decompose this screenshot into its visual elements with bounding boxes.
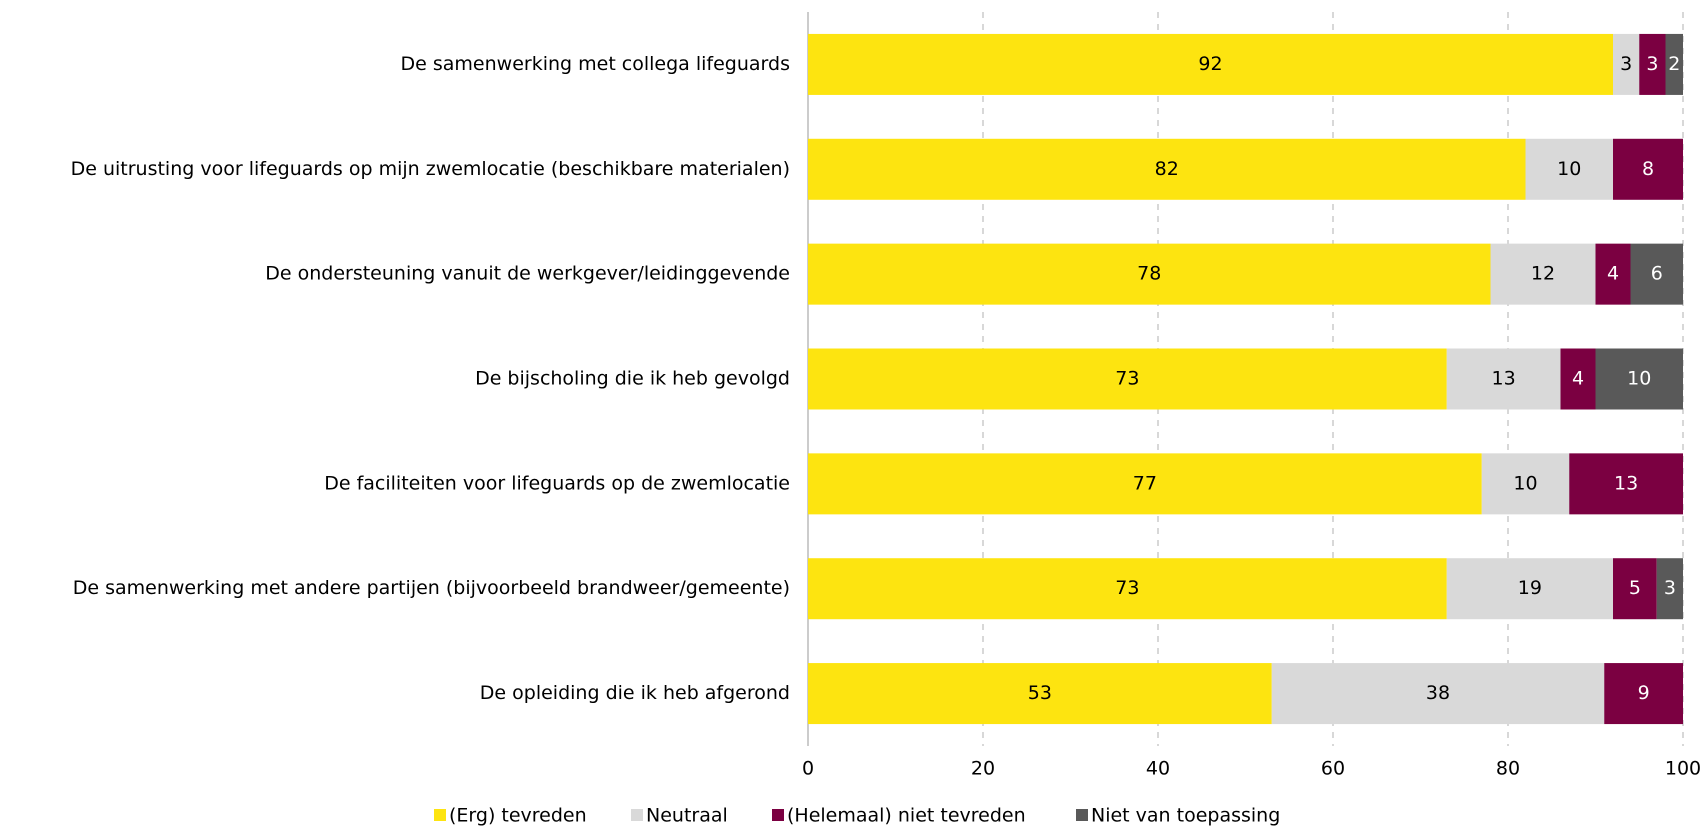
legend-label: (Helemaal) niet tevreden [787,805,1026,827]
legend-label: (Erg) tevreden [449,805,587,827]
bar-segment [1604,663,1683,725]
bar-segment [1613,558,1657,620]
data-label: 73 [1115,368,1139,390]
bar-segment [808,348,1447,410]
data-label: 53 [1028,682,1052,704]
x-tick-label: 80 [1496,758,1520,780]
legend-label: Neutraal [646,805,728,827]
data-label: 4 [1572,368,1584,390]
data-label: 10 [1557,158,1581,180]
data-label: 78 [1137,263,1161,285]
y-tick-label: De opleiding die ik heb afgerond [480,682,790,704]
bar-segment [1613,33,1640,95]
legend-label: Niet van toepassing [1091,805,1280,827]
data-label: 12 [1531,263,1555,285]
data-label: 3 [1620,53,1632,75]
legend-swatch [1076,809,1088,821]
data-label: 8 [1642,158,1654,180]
y-tick-label: De faciliteiten voor lifeguards op de zw… [324,472,790,494]
y-tick-label: De samenwerking met collega lifeguards [401,53,790,75]
legend-swatch [772,809,784,821]
data-label: 38 [1426,682,1450,704]
bar-segment [1595,348,1683,410]
data-label: 92 [1198,53,1222,75]
data-label: 82 [1155,158,1179,180]
bar-segment [1446,348,1561,410]
bar-segment [808,558,1447,620]
data-label: 19 [1518,577,1542,599]
data-label: 77 [1133,472,1157,494]
bar-segment [808,138,1526,200]
bar-segment [1271,663,1605,725]
legend-swatch [631,809,643,821]
legend-swatch [434,809,446,821]
x-tick-label: 60 [1321,758,1345,780]
bar-segment [808,663,1272,725]
bar-segment [808,243,1491,305]
bar-segment [1560,348,1596,410]
bar-segment [1630,243,1683,305]
y-tick-label: De bijscholing die ik heb gevolgd [475,368,790,390]
data-label: 10 [1513,472,1537,494]
x-tick-label: 20 [971,758,995,780]
bar-segment [1595,243,1631,305]
y-tick-label: De ondersteuning vanuit de werkgever/lei… [265,263,790,285]
data-label: 13 [1614,472,1638,494]
bar-segment [1639,33,1666,95]
bar-segment [1490,243,1596,305]
data-label: 6 [1651,263,1663,285]
data-label: 2 [1668,53,1680,75]
bar-segment [1613,138,1683,200]
y-tick-label: De samenwerking met andere partijen (bij… [73,577,790,599]
bar-segment [808,33,1613,95]
data-label: 3 [1646,53,1658,75]
x-tick-label: 100 [1665,758,1701,780]
bar-segment [1446,558,1613,620]
data-label: 73 [1115,577,1139,599]
data-label: 9 [1638,682,1650,704]
data-label: 13 [1492,368,1516,390]
y-tick-label: De uitrusting voor lifeguards op mijn zw… [71,158,790,180]
data-label: 5 [1629,577,1641,599]
bar-segment [1665,33,1683,95]
data-label: 3 [1664,577,1676,599]
x-tick-label: 0 [802,758,814,780]
bar-segment [1525,138,1613,200]
data-label: 10 [1627,368,1651,390]
x-tick-label: 40 [1146,758,1170,780]
bar-segment [1481,453,1570,515]
data-label: 4 [1607,263,1619,285]
bar-segment [1569,453,1683,515]
bar-segment [1656,558,1683,620]
bar-segment [808,453,1482,515]
